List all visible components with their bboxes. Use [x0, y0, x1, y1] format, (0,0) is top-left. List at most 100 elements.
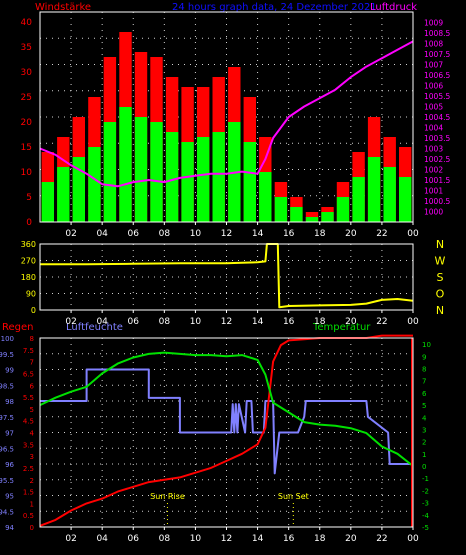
wind-avg-bar	[259, 172, 272, 222]
temperature-y-tick-label: -1	[422, 475, 429, 483]
wind-panel-x-tick-label: 20	[345, 229, 357, 239]
temperature-y-tick-label: 6	[422, 390, 427, 398]
direction-panel-x-tick-label: 22	[376, 317, 387, 327]
direction-panel-x-tick-label: 10	[190, 317, 202, 327]
climate-panel-x-tick-label: 12	[221, 534, 232, 544]
wind-panel-x-tick-label: 04	[96, 229, 108, 239]
pressure-y-tick-label: 1009	[424, 19, 443, 28]
rain-y-tick-label: 6	[30, 382, 35, 390]
wind-panel-x-tick-label: 10	[190, 229, 202, 239]
wind-y-tick-label: 40	[21, 18, 33, 28]
wind-avg-bar	[57, 167, 70, 222]
temperature-y-tick-label: 5	[422, 402, 426, 410]
humidity-y-tick-label: 98.5	[0, 382, 14, 390]
wind-label: Windstärke	[35, 2, 91, 13]
temperature-y-tick-label: 8	[422, 365, 426, 373]
pressure-y-tick-label: 1000.5	[424, 197, 450, 206]
temperature-y-tick-label: 1	[422, 451, 426, 459]
rain-y-tick-label: 6.5	[23, 370, 34, 378]
wind-avg-bar	[41, 182, 54, 222]
humidity-y-tick-label: 97	[5, 430, 14, 438]
wind-avg-bar	[150, 122, 163, 222]
temperature-line	[39, 351, 414, 467]
pressure-y-tick-label: 1003	[424, 145, 443, 154]
wind-avg-bar	[197, 137, 210, 222]
pressure-y-tick-label: 1005.5	[424, 92, 450, 101]
direction-panel-x-tick-label: 12	[221, 317, 232, 327]
rain-y-tick-label: 5.5	[23, 394, 34, 402]
climate-panel-x-tick-label: 04	[96, 534, 108, 544]
pressure-y-tick-label: 1006.5	[424, 71, 450, 80]
direction-panel-x-tick-label: 04	[96, 317, 108, 327]
rain-y-tick-label: 2.5	[23, 465, 34, 473]
direction-y-tick-label: 0	[31, 306, 36, 315]
humidity-y-tick-label: 100	[1, 335, 14, 343]
wind-avg-bar	[134, 117, 148, 222]
climate-panel-x-tick-label: 08	[159, 534, 171, 544]
compass-label: N	[436, 238, 444, 251]
climate-panel-x-tick-label: 14	[252, 534, 264, 544]
compass-label: S	[437, 271, 444, 284]
direction-panel-x-tick-label: 00	[407, 317, 419, 327]
direction-y-tick-label: 360	[21, 240, 36, 249]
temperature-y-tick-label: 10	[422, 341, 431, 349]
rain-y-tick-label: 4.5	[23, 418, 34, 426]
rain-y-tick-label: 3	[30, 453, 34, 461]
direction-panel-x-tick-label: 14	[252, 317, 264, 327]
pressure-y-tick-label: 1008.5	[424, 29, 450, 38]
pressure-y-tick-label: 1003.5	[424, 134, 450, 143]
wind-panel-x-tick-label: 14	[252, 229, 264, 239]
pressure-line	[39, 40, 414, 188]
wind-avg-bar	[367, 157, 381, 222]
wind-y-tick-label: 10	[21, 168, 33, 178]
wind-y-tick-label: 15	[21, 143, 32, 153]
wind-avg-bar	[352, 177, 365, 222]
frame-layer	[39, 11, 414, 530]
pressure-y-tick-label: 1004.5	[424, 113, 450, 122]
data-layer	[39, 32, 414, 527]
wind-panel-x-tick-label: 00	[407, 229, 419, 239]
temperature-y-tick-label: -2	[422, 487, 429, 495]
temperature-y-tick-label: 4	[422, 414, 427, 422]
wind-panel-x-tick-label: 08	[159, 229, 171, 239]
grid-layer	[40, 12, 413, 527]
pressure-y-tick-label: 1000	[424, 208, 443, 217]
climate-panel-x-tick-label: 22	[376, 534, 387, 544]
direction-panel-x-tick-label: 06	[128, 317, 140, 327]
wind-avg-bar	[290, 207, 303, 222]
temperature-y-tick-label: 3	[422, 426, 426, 434]
compass-label: O	[436, 288, 445, 301]
rain-y-tick-label: 1	[30, 500, 34, 508]
legend-regen: Regen	[2, 322, 34, 333]
direction-panel-x-tick-label: 18	[314, 317, 326, 327]
rain-y-tick-label: 0	[30, 524, 34, 532]
chart-title: 24 hours graph data, 24 Dezember 2021	[172, 2, 377, 13]
rain-y-tick-label: 2	[30, 477, 34, 485]
pressure-y-tick-label: 1007	[424, 61, 443, 70]
wind-avg-bar	[212, 132, 225, 222]
tick-label-layer: 02 04 06 08 10 12 14 16 18 20 22 000510152025303540…	[0, 18, 450, 544]
wind-avg-bar	[399, 177, 412, 222]
climate-panel-x-tick-label: 00	[407, 534, 419, 544]
temperature-y-tick-label: 7	[422, 378, 426, 386]
rain-y-tick-label: 0.5	[23, 512, 34, 520]
temperature-y-tick-label: 2	[422, 439, 426, 447]
wind-avg-bar	[88, 147, 101, 222]
climate-panel-x-tick-label: 18	[314, 534, 326, 544]
humidity-y-tick-label: 99.5	[0, 351, 14, 359]
direction-panel-x-tick-label: 16	[283, 317, 295, 327]
pressure-y-tick-label: 1008	[424, 40, 443, 49]
direction-y-tick-label: 180	[21, 273, 36, 282]
wind-y-tick-label: 0	[26, 218, 32, 228]
direction-panel-x-tick-label: 02	[65, 317, 76, 327]
legend-luftfeuchte: Luftfeuchte	[66, 322, 123, 333]
humidity-y-tick-label: 98	[5, 398, 14, 406]
wind-y-tick-label: 35	[21, 43, 32, 53]
humidity-y-tick-label: 95	[5, 493, 14, 501]
wind-avg-bar	[181, 142, 194, 222]
wind-avg-bar	[165, 132, 179, 222]
wind-avg-bar	[336, 197, 350, 222]
rain-y-tick-label: 7.5	[23, 347, 34, 355]
compass-label: W	[435, 255, 446, 268]
wind-avg-bar	[243, 142, 256, 222]
